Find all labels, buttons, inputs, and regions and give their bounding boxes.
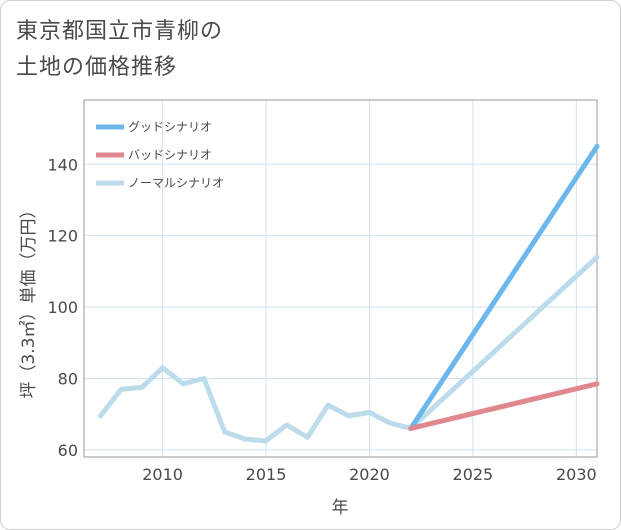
series-line-2: [98, 254, 600, 444]
series-line-1: [408, 381, 600, 431]
y-tick-140: 140: [47, 155, 78, 174]
x-tick-2020: 2020: [349, 465, 390, 484]
x-tick-2025: 2025: [453, 465, 494, 484]
legend-label-0: グッドシナリオ: [128, 120, 212, 134]
x-axis-title: 年: [332, 498, 349, 518]
chart-title-line2: 土地の価格推移: [16, 55, 178, 80]
y-axis-title: 坪（3.3㎡）単価（万円）: [19, 201, 39, 398]
y-tick-100: 100: [47, 298, 78, 317]
legend-label-2: ノーマルシナリオ: [128, 176, 224, 190]
y-tick-60: 60: [58, 441, 78, 460]
chart-title: 東京都国立市青柳の 土地の価格推移: [16, 14, 223, 86]
x-tick-labels: 2010 2015 2020 2025 2030: [142, 465, 596, 484]
x-tick-2030: 2030: [556, 465, 597, 484]
x-tick-2015: 2015: [246, 465, 287, 484]
series-line-0: [408, 143, 600, 431]
plot-border: [83, 99, 598, 458]
series-lines: [98, 143, 600, 444]
y-tick-labels: 60 80 100 120 140: [47, 155, 78, 460]
legend-label-1: バッドシナリオ: [128, 148, 212, 162]
x-tick-2010: 2010: [142, 465, 183, 484]
chart-title-line1: 東京都国立市青柳の: [16, 19, 224, 44]
y-tick-80: 80: [58, 369, 78, 388]
y-tick-120: 120: [47, 227, 78, 246]
grid-lines: [84, 100, 597, 457]
